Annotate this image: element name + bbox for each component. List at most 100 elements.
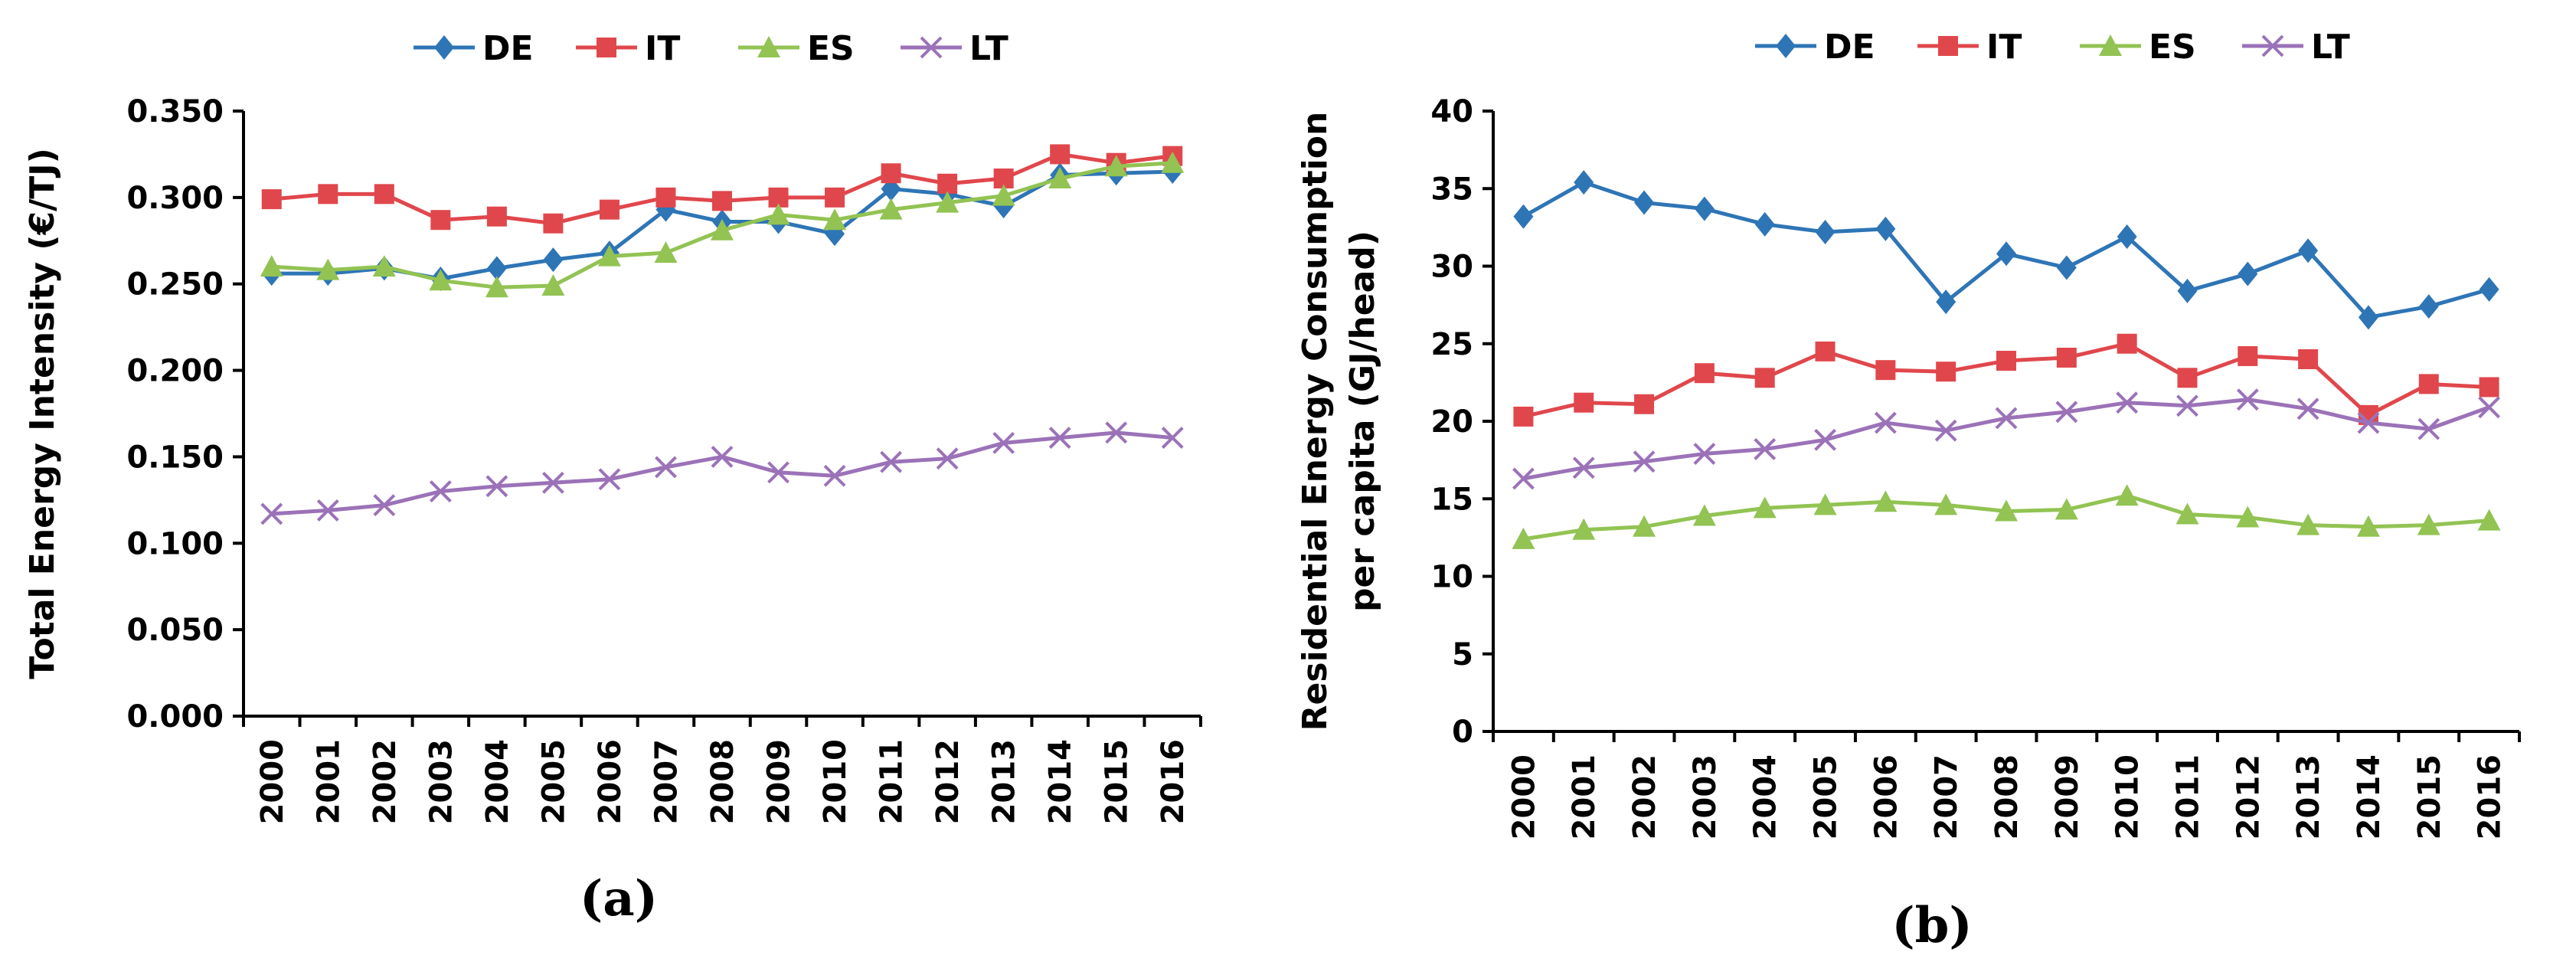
chart-b-series-lt-point-2015-stroke-2 [2417, 417, 2440, 440]
chart-b-series-lt [1512, 388, 2501, 490]
chart-b-series-es-point-2012 [2236, 505, 2260, 528]
chart-a-series-it-point-2007 [655, 187, 676, 208]
chart-b-series-lt-point-2014-stroke-2 [2357, 411, 2380, 434]
chart-a-y-tick-label-0-350: 0.350 [126, 94, 224, 129]
chart-b-y-tick-label-25: 25 [1430, 327, 1473, 362]
chart-a-legend: DE IT ES LT [414, 29, 1008, 68]
chart-a-legend-swatch-marker-es [757, 36, 780, 57]
chart-b-series-it-point-2004 [1754, 368, 1775, 388]
chart-b-x-tick-label-2001: 2001 [1567, 754, 1602, 839]
chart-b-series-lt-point-2001 [1572, 456, 1595, 479]
chart-b-series-lt-point-2005 [1814, 428, 1836, 451]
chart-a-series-lt-point-2005-stroke-2 [541, 471, 564, 494]
chart-b-series-es-point-2000 [1512, 527, 1535, 549]
chart-b-series-es-point-2007 [1934, 493, 1958, 515]
chart-a-x-tick-label-2009: 2009 [762, 739, 797, 824]
chart-a-series-lt-point-2008-stroke-2 [711, 446, 734, 468]
chart-a-series-lt-point-2011-stroke-2 [880, 450, 903, 473]
chart-b-svg: 0 5 10 15 20 25 30 35 40 2000 2001 2002 2003 2004 2005… [1296, 28, 2521, 954]
chart-b-series-lt-point-2013-stroke-2 [2296, 398, 2319, 420]
chart-a-series-lt-point-2013-stroke-2 [992, 431, 1015, 454]
chart-b-x-tick-label-2015: 2015 [2412, 754, 2447, 839]
chart-b-panel-label: (b) [1891, 897, 1972, 954]
chart-b-series-it-point-2005 [1815, 341, 1836, 362]
chart-b-legend-label-it: IT [1986, 28, 2022, 67]
chart-a-series-it-point-2011 [881, 163, 901, 184]
chart-b-series-es-point-2016 [2477, 509, 2501, 531]
chart-b-y-tick-label-5: 5 [1452, 637, 1473, 672]
chart-b-series-es-point-2014 [2356, 515, 2380, 537]
chart-b-series-lt-point-2011 [2176, 394, 2198, 417]
chart-b-series-it-point-2000 [1513, 406, 1534, 427]
chart-a-series-it-point-2002 [374, 184, 394, 204]
chart-b-x-tick-label-2006: 2006 [1868, 754, 1904, 839]
chart-a-series-lt-point-2005 [541, 471, 564, 494]
chart-b-series-lt-point-2013 [2296, 398, 2319, 420]
chart-b-x-tick-label-2014: 2014 [2352, 754, 2387, 839]
chart-a-series-it-point-2010 [825, 187, 845, 208]
chart-b-legend-swatch-marker-it [1938, 36, 1958, 56]
chart-b-series-lt-point-2002-stroke-2 [1633, 450, 1656, 473]
chart-b-series-it-point-2003 [1694, 363, 1715, 384]
chart-b-legend-swatch-marker-lt-stroke-2 [2261, 34, 2284, 57]
chart-a-series-es-point-2004 [485, 276, 508, 298]
chart-a-series-es-point-2005 [541, 273, 565, 296]
chart-a-series-lt-point-2012 [936, 447, 959, 470]
chart-b-series-lt-point-2016 [2478, 396, 2501, 419]
chart-b-legend: DE IT ES LT [1755, 28, 2350, 67]
chart-b-series-it-point-2012 [2238, 345, 2258, 366]
chart-b-legend-item-de: DE [1755, 28, 1875, 67]
chart-b-series-lt-point-2002 [1633, 450, 1656, 473]
chart-b-legend-swatch-marker-lt [2261, 34, 2284, 57]
chart-a-series-it-point-2003 [430, 210, 451, 231]
chart-a-x-tick-label-2004: 2004 [480, 739, 515, 824]
chart-a-series-es-point-2013 [992, 184, 1015, 206]
chart-a-series-it-point-2005 [543, 213, 564, 234]
chart-a-series-es-point-2009 [767, 203, 790, 225]
chart-a-x-tick-label-2005: 2005 [536, 739, 571, 824]
chart-b-series-lt-point-2012 [2236, 388, 2259, 411]
chart-b-series-es-point-2001 [1572, 518, 1596, 540]
chart-b-series-it-point-2008 [1996, 351, 2016, 371]
chart-b-series-lt-point-2007-stroke-2 [1934, 419, 1957, 442]
chart-a-y-tick-label-0-200: 0.200 [126, 354, 224, 389]
chart-b-series-de-point-2011 [2177, 278, 2198, 303]
chart-b-series-es-point-2011 [2176, 502, 2199, 525]
chart-a-series-lt-point-2007-stroke-2 [655, 456, 677, 479]
chart-b-y-tick-label-20: 20 [1430, 404, 1473, 440]
chart-a-series-lt-point-2000 [260, 502, 283, 525]
chart-a-series-lt-point-2015 [1105, 421, 1128, 444]
chart-a-series-es-point-2000 [260, 255, 283, 277]
chart-b-series-it-point-2011 [2177, 368, 2198, 388]
chart-b-series-de-point-2015 [2418, 294, 2439, 319]
chart-b-series-it-point-2002 [1634, 394, 1655, 414]
chart-b-legend-label-es: ES [2149, 28, 2196, 67]
chart-b-series-de-point-2005 [1815, 219, 1836, 244]
chart-b-legend-label-de: DE [1824, 28, 1875, 67]
chart-a-series-es-point-2002 [372, 255, 396, 277]
chart-a-x-tick-label-2001: 2001 [311, 739, 346, 824]
chart-b-y-tick-label-40: 40 [1430, 94, 1473, 129]
chart-a-series-it-point-2008 [712, 191, 732, 211]
chart-a-series-lt-point-2003-stroke-2 [429, 480, 452, 502]
chart-a-series-it-point-2000 [261, 189, 282, 210]
chart-a-y-tick-label-0-150: 0.150 [126, 440, 224, 475]
chart-a-series-lt-point-2014 [1048, 427, 1071, 450]
chart-b-x-tick-label-2016: 2016 [2473, 754, 2508, 839]
chart-b-series-lt-point-2008 [1995, 407, 2018, 430]
chart-a-y-axis-title: Total Energy Intensity (€/TJ) [23, 148, 62, 679]
chart-a-svg: 0.000 0.050 0.100 0.150 0.200 0.250 0.300 0.350… [23, 29, 1202, 928]
chart-b-series-de-point-2000 [1513, 204, 1534, 229]
chart-a-legend-item-es: ES [738, 29, 855, 68]
chart-a-series-it-point-2014 [1050, 144, 1071, 165]
chart-b-series-it-point-2001 [1574, 392, 1594, 413]
chart-b-series-lt-point-2010 [2116, 391, 2139, 414]
chart-a-y-tick-label-0-100: 0.100 [126, 526, 224, 561]
chart-a-series-lt-point-2002-stroke-2 [373, 494, 396, 517]
chart-a-series-es-point-2016 [1161, 151, 1185, 173]
chart-b-x-tick-label-2005: 2005 [1809, 754, 1844, 839]
chart-b-series-lt-point-2000-stroke-2 [1512, 467, 1535, 490]
chart-b-series-de-point-2008 [1996, 241, 2016, 267]
chart-b-x-tick-label-2004: 2004 [1748, 754, 1783, 839]
chart-a-series-de-point-2004 [486, 256, 507, 281]
